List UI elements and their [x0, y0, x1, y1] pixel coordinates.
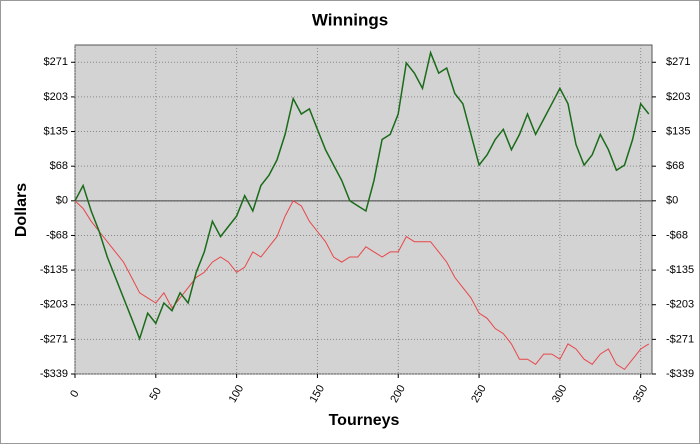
y-tick-label: -$339	[40, 368, 68, 380]
x-tick-label: 0	[68, 388, 81, 399]
y2-tick-label: $0	[666, 195, 678, 207]
y-tick-label: $0	[56, 195, 68, 207]
y2-tick-label: -$271	[666, 333, 694, 345]
y2-tick-label: $203	[666, 91, 690, 103]
y2-tick-label: $135	[666, 125, 690, 137]
y2-tick-label: -$203	[666, 299, 694, 311]
y-tick-label: -$271	[40, 333, 68, 345]
y-tick-label: $135	[44, 125, 68, 137]
series-line	[74, 50, 650, 342]
y-tick-label: $271	[44, 56, 68, 68]
y2-tick-label: -$135	[666, 264, 694, 276]
y-tick-label: -$135	[40, 264, 68, 276]
y-tick-label: $203	[44, 91, 68, 103]
series-line	[74, 200, 650, 371]
y2-tick-label: $271	[666, 56, 690, 68]
y-axis-label: Dollars	[13, 183, 30, 237]
y2-tick-label: $68	[666, 160, 684, 172]
x-axis-label: Tourneys	[329, 412, 400, 429]
y-tick-label: -$203	[40, 299, 68, 311]
y-tick-label: $68	[50, 160, 68, 172]
y2-tick-label: -$68	[666, 229, 688, 241]
x-tick-label: 50	[147, 386, 164, 403]
chart-title: Winnings	[312, 10, 388, 29]
y2-tick-label: -$339	[666, 368, 694, 380]
y-tick-label: -$68	[46, 229, 68, 241]
